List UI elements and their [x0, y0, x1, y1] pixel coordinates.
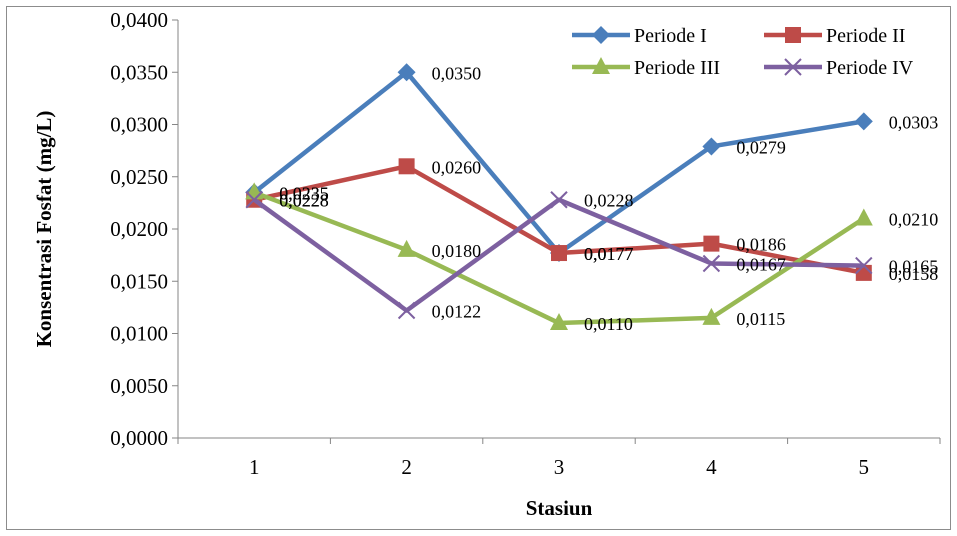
series-1-point	[854, 112, 873, 131]
series-4-point	[397, 301, 416, 320]
x-tick-label: 4	[706, 455, 717, 479]
y-tick-label: 0,0250	[110, 165, 168, 189]
series-3-data-label: 0,0115	[736, 309, 785, 329]
series-1-point	[397, 63, 416, 82]
x-axis-title: Stasiun	[526, 496, 593, 520]
series-1-data-label: 0,0235	[279, 183, 329, 203]
legend-item-1: Periode I	[572, 25, 707, 47]
legend-marker	[592, 26, 610, 44]
series-2-data-label: 0,0158	[889, 264, 939, 284]
series-3-data-label: 0,0110	[584, 314, 633, 334]
legend-label: Periode III	[634, 57, 720, 79]
series-layer	[245, 63, 873, 331]
series-1-data-label: 0,0279	[736, 137, 786, 157]
x-tick-label: 5	[859, 455, 870, 479]
series-4-data-label: 0,0228	[584, 191, 634, 211]
data-labels: 0,0235 0,0350 0,0177 0,0279 0,0303 0,0228 0,02…	[279, 63, 938, 334]
series-3-data-label: 0,0235	[279, 183, 329, 203]
series-3-data-label: 0,0210	[889, 210, 939, 230]
legend-marker	[592, 57, 610, 74]
legend-item-4: Periode IV	[764, 57, 914, 79]
series-4-point	[855, 256, 873, 275]
legend-label: Periode I	[634, 25, 707, 47]
series-2-point	[398, 158, 415, 175]
series-4-point	[702, 254, 721, 273]
series-1-data-label: 0,0303	[889, 112, 939, 132]
legend-label: Periode II	[826, 25, 905, 47]
chart-border	[6, 6, 951, 530]
y-tick-label: 0,0400	[110, 8, 168, 32]
series-1-data-label: 0,0177	[584, 244, 634, 264]
series-3-point	[854, 208, 873, 226]
y-tick-label: 0,0150	[110, 269, 168, 293]
series-1-data-label: 0,0350	[432, 63, 482, 83]
x-tick-label: 3	[554, 455, 565, 479]
series-2-point	[703, 235, 720, 252]
y-tick-label: 0,0050	[110, 374, 168, 398]
series-4-data-label: 0,0228	[279, 191, 329, 211]
series-3-point	[702, 307, 721, 325]
series-4-data-label: 0,0122	[432, 302, 482, 322]
legend-label: Periode IV	[826, 57, 914, 79]
series-2-data-label: 0,0177	[584, 244, 634, 264]
series-2-data-label: 0,0186	[736, 235, 786, 255]
x-tick-label: 1	[249, 455, 260, 479]
series-4	[245, 191, 873, 320]
legend-marker	[784, 58, 802, 76]
series-3-data-label: 0,0180	[432, 241, 482, 261]
series-4-data-label: 0,0167	[736, 254, 786, 274]
series-4-data-label: 0,0165	[889, 257, 939, 277]
y-tick-label: 0,0300	[110, 113, 168, 137]
series-1-point	[702, 137, 721, 156]
legend-marker	[785, 27, 801, 43]
legend-item-2: Periode II	[764, 25, 905, 47]
y-tick-label: 0,0350	[110, 60, 168, 84]
y-tick-label: 0,0000	[110, 426, 168, 450]
series-4-point	[245, 191, 263, 209]
x-tick-label: 2	[401, 455, 412, 479]
legend-item-3: Periode III	[572, 57, 720, 79]
series-2-data-label: 0,0260	[432, 157, 482, 177]
axes: 0,0000 0,0050 0,0100 0,0150 0,0200 0,0250 0,03…	[110, 8, 941, 479]
series-3-point	[397, 239, 416, 257]
series-3-point	[550, 313, 568, 331]
y-tick-label: 0,0200	[110, 217, 168, 241]
series-2-data-label: 0,0228	[279, 191, 329, 211]
legend: Periode I Periode II Periode III Periode IV	[572, 25, 914, 79]
series-2-point	[551, 245, 567, 262]
series-4-point	[550, 191, 568, 209]
y-axis-title: Konsentrasi Fosfat (mg/L)	[32, 111, 56, 348]
y-tick-label: 0,0100	[110, 322, 168, 346]
